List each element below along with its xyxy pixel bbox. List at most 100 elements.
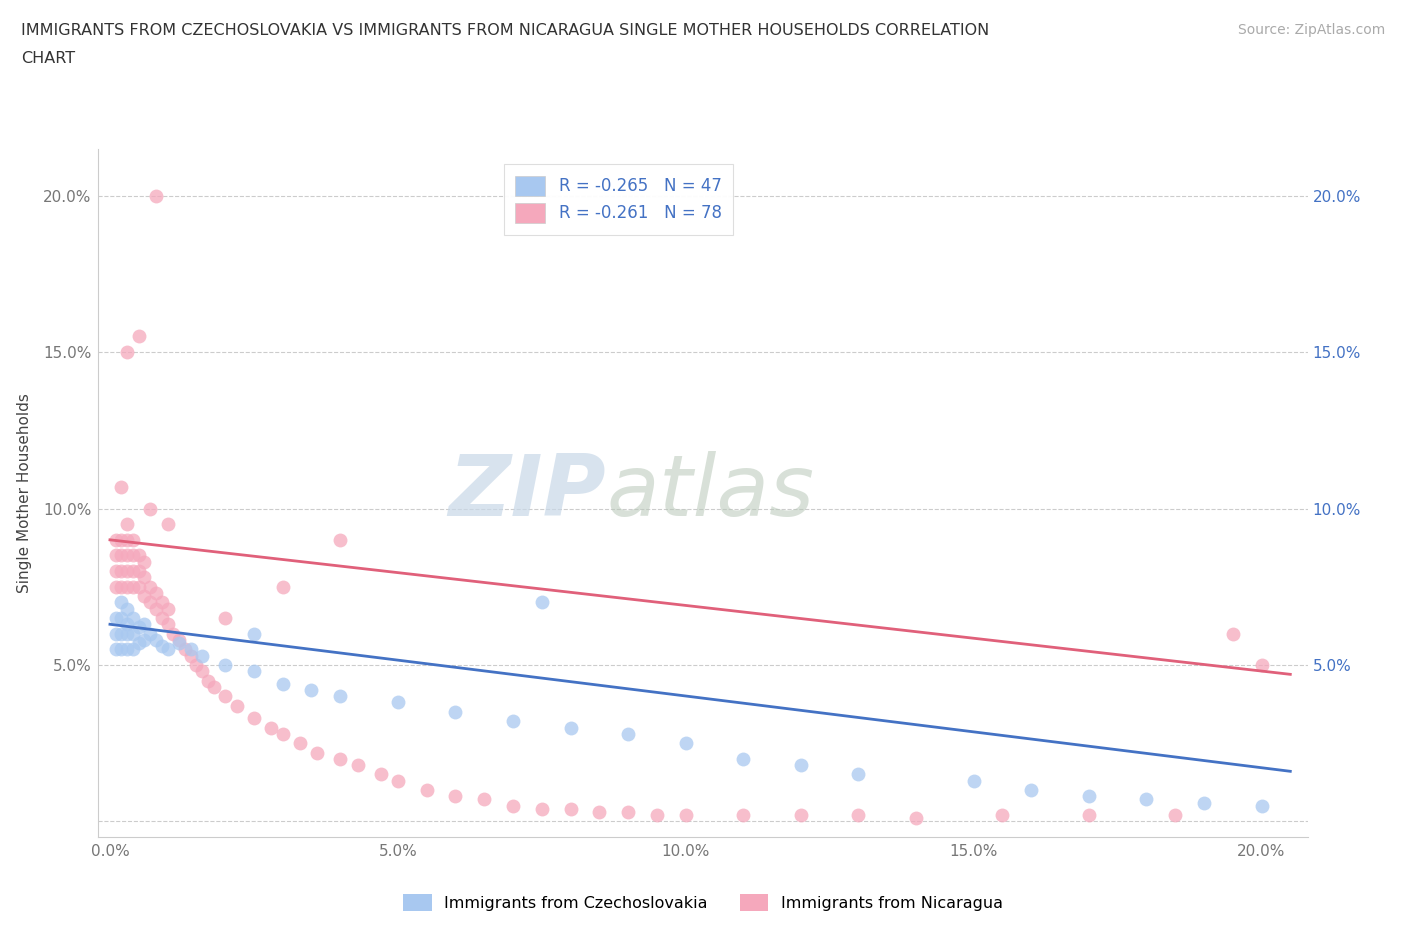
Point (848, 767, 870, 782)
Legend: Immigrants from Czechoslovakia, Immigrants from Nicaragua: Immigrants from Czechoslovakia, Immigran… (396, 888, 1010, 917)
Point (472, 792, 495, 807)
Point (115, 564, 138, 578)
Point (134, 617, 156, 631)
Point (271, 676, 294, 691)
Point (110, 564, 132, 578)
Y-axis label: Single Mother Households: Single Mother Households (17, 393, 32, 592)
Point (346, 758, 368, 773)
Point (145, 632, 167, 647)
Point (1250, 798, 1272, 813)
Point (387, 695, 409, 710)
Point (110, 532, 132, 547)
Point (167, 632, 190, 647)
Point (214, 658, 236, 672)
Point (243, 626, 266, 641)
Point (243, 664, 266, 679)
Point (1222, 626, 1244, 641)
Point (115, 601, 138, 616)
Point (156, 601, 179, 616)
Point (134, 589, 156, 604)
Point (110, 611, 132, 626)
Point (115, 617, 138, 631)
Point (128, 548, 150, 563)
Point (197, 673, 219, 688)
Point (502, 714, 524, 729)
Point (122, 548, 145, 563)
Point (150, 639, 173, 654)
Point (180, 642, 202, 657)
Point (115, 532, 138, 547)
Point (122, 611, 145, 626)
Point (110, 479, 132, 494)
Point (156, 517, 179, 532)
Point (115, 642, 138, 657)
Point (1077, 807, 1099, 822)
Point (115, 548, 138, 563)
Point (139, 501, 162, 516)
Point (150, 595, 173, 610)
Point (905, 811, 928, 826)
Point (329, 689, 352, 704)
Point (128, 579, 150, 594)
Text: CHART: CHART (21, 51, 75, 66)
Point (110, 579, 132, 594)
Point (560, 720, 582, 735)
Point (104, 579, 127, 594)
Point (530, 595, 553, 610)
Point (1019, 783, 1042, 798)
Point (122, 564, 145, 578)
Point (173, 642, 195, 657)
Point (122, 626, 145, 641)
Point (191, 664, 214, 679)
Point (115, 345, 138, 360)
Point (530, 802, 553, 817)
Point (444, 789, 467, 804)
Point (128, 329, 150, 344)
Point (617, 726, 640, 741)
Point (139, 579, 162, 594)
Point (848, 807, 870, 822)
Point (145, 586, 167, 601)
Point (156, 642, 179, 657)
Point (128, 620, 150, 635)
Point (104, 626, 127, 641)
Point (214, 689, 236, 704)
Point (104, 532, 127, 547)
Point (104, 642, 127, 657)
Point (134, 554, 156, 569)
Point (139, 626, 162, 641)
Point (167, 635, 190, 650)
Point (962, 773, 984, 788)
Point (122, 532, 145, 547)
Point (790, 758, 813, 773)
Point (122, 642, 145, 657)
Point (1135, 792, 1157, 807)
Point (991, 807, 1014, 822)
Point (110, 626, 132, 641)
Point (645, 807, 668, 822)
Point (145, 601, 167, 616)
Point (675, 807, 697, 822)
Point (790, 807, 813, 822)
Text: ZIP: ZIP (449, 451, 606, 535)
Point (156, 617, 179, 631)
Point (122, 579, 145, 594)
Point (115, 579, 138, 594)
Point (243, 711, 266, 725)
Point (444, 704, 467, 719)
Point (502, 798, 524, 813)
Point (1164, 807, 1187, 822)
Point (329, 751, 352, 766)
Point (329, 532, 352, 547)
Point (1192, 795, 1215, 810)
Point (387, 773, 409, 788)
Point (675, 736, 697, 751)
Point (288, 736, 311, 751)
Point (260, 720, 283, 735)
Point (150, 611, 173, 626)
Text: Source: ZipAtlas.com: Source: ZipAtlas.com (1237, 23, 1385, 37)
Point (115, 517, 138, 532)
Text: atlas: atlas (606, 451, 814, 535)
Point (162, 626, 184, 641)
Point (617, 804, 640, 819)
